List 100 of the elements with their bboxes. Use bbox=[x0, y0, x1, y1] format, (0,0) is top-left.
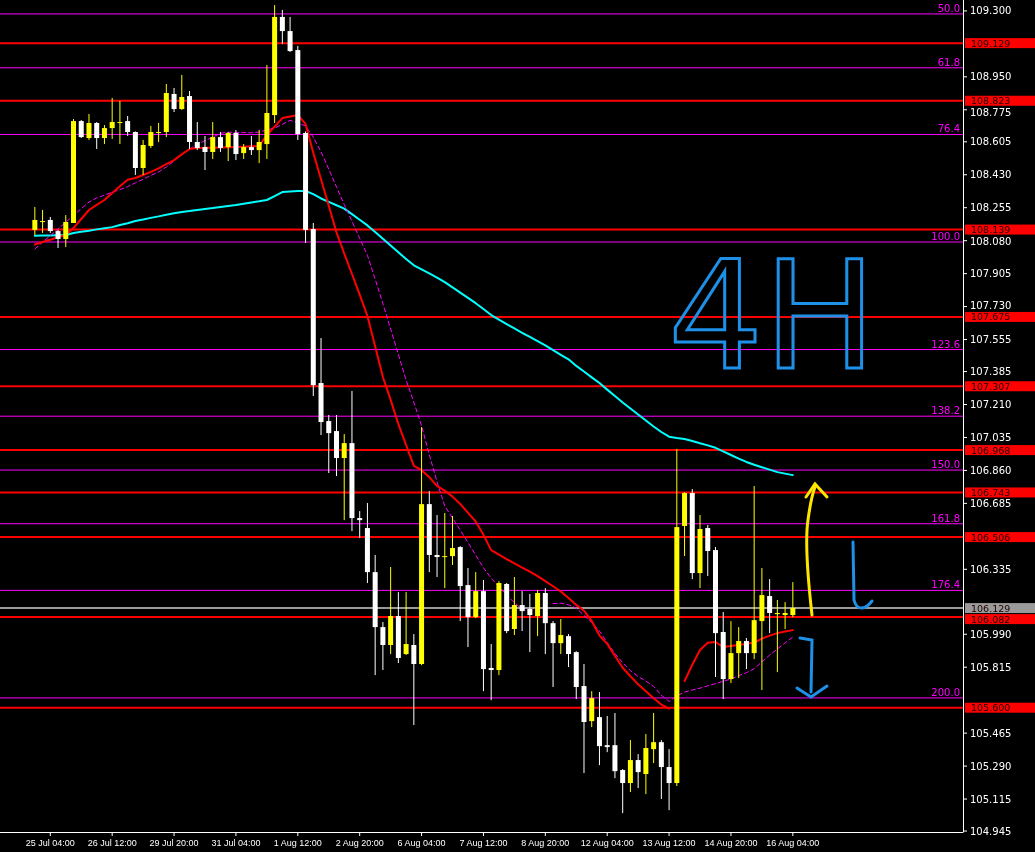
x-tick-label: 13 Aug 12:00 bbox=[642, 838, 696, 848]
y-tick-label: 108.255 bbox=[970, 202, 1012, 214]
ref-line-label: 106.968 bbox=[971, 444, 1011, 456]
candlestick bbox=[78, 119, 84, 139]
y-tick-label: 105.465 bbox=[970, 727, 1012, 739]
annotation: 200.0 bbox=[931, 686, 960, 698]
annotation: 138.2 bbox=[931, 405, 960, 417]
candlestick bbox=[767, 578, 773, 634]
candlestick bbox=[179, 74, 185, 111]
candlestick bbox=[705, 524, 711, 577]
candlestick bbox=[651, 712, 657, 764]
x-tick-label: 7 Aug 12:00 bbox=[459, 838, 508, 848]
candlestick bbox=[666, 748, 672, 811]
candlestick bbox=[627, 739, 633, 793]
x-tick-label: 29 Jul 20:00 bbox=[149, 838, 199, 848]
y-tick-label: 107.385 bbox=[970, 366, 1012, 378]
candlestick bbox=[148, 125, 154, 149]
ref-line-label: 108.139 bbox=[971, 224, 1011, 236]
candlestick bbox=[256, 129, 262, 164]
y-tick-label: 106.685 bbox=[970, 498, 1012, 510]
annotation: 123.6 bbox=[931, 338, 960, 350]
x-tick-label: 1 Aug 12:00 bbox=[273, 838, 322, 848]
ref-line-label: 106.743 bbox=[971, 486, 1011, 498]
x-tick-label: 8 Aug 20:00 bbox=[521, 838, 570, 848]
candlestick bbox=[550, 620, 556, 688]
y-tick-label: 108.605 bbox=[970, 136, 1012, 148]
annotation: 50.0 bbox=[937, 2, 960, 14]
candlestick bbox=[519, 590, 525, 632]
candlestick bbox=[225, 131, 231, 162]
candlestick bbox=[535, 589, 541, 637]
y-tick-label: 107.210 bbox=[970, 399, 1012, 411]
x-tick-label: 12 Aug 04:00 bbox=[580, 838, 634, 848]
y-tick-label: 107.730 bbox=[970, 299, 1012, 311]
candlestick bbox=[109, 97, 115, 140]
y-tick-label: 108.430 bbox=[970, 169, 1012, 181]
candlestick bbox=[63, 214, 69, 248]
y-tick-label: 105.990 bbox=[970, 628, 1012, 640]
candlestick bbox=[558, 618, 564, 655]
candlestick bbox=[248, 135, 254, 156]
y-tick-label: 108.775 bbox=[970, 106, 1012, 118]
x-tick-label: 25 Jul 04:00 bbox=[25, 838, 75, 848]
x-tick-label: 31 Jul 04:00 bbox=[211, 838, 261, 848]
candlestick bbox=[194, 121, 200, 151]
candlestick bbox=[790, 581, 796, 618]
x-tick-label: 14 Aug 20:00 bbox=[704, 838, 758, 848]
y-tick-label: 107.905 bbox=[970, 268, 1012, 280]
ref-line-label: 105.600 bbox=[971, 702, 1011, 714]
y-tick-label: 107.555 bbox=[970, 334, 1012, 346]
candlestick bbox=[743, 637, 749, 670]
candlestick bbox=[233, 129, 239, 161]
y-tick-label: 106.335 bbox=[970, 563, 1012, 575]
ref-line-label: 109.129 bbox=[971, 37, 1011, 49]
candlestick bbox=[357, 510, 363, 539]
candlestick bbox=[782, 601, 788, 630]
candlestick bbox=[125, 115, 131, 137]
y-tick-label: 105.290 bbox=[970, 760, 1012, 772]
candlestick bbox=[86, 113, 92, 141]
candlestick bbox=[403, 591, 409, 656]
y-tick-label: 108.950 bbox=[970, 71, 1012, 83]
y-tick-label: 105.115 bbox=[970, 793, 1012, 805]
candlestick bbox=[94, 121, 100, 150]
candlestick bbox=[488, 643, 494, 701]
ref-line-label: 107.307 bbox=[971, 380, 1011, 392]
candlestick bbox=[434, 514, 440, 578]
annotation: 176.4 bbox=[931, 579, 960, 591]
annotation: 161.8 bbox=[931, 512, 960, 524]
x-tick-label: 6 Aug 04:00 bbox=[397, 838, 446, 848]
candlestick bbox=[736, 626, 742, 679]
candlestick bbox=[140, 139, 146, 176]
ref-line-label: 106.506 bbox=[971, 531, 1011, 543]
candlestick bbox=[604, 715, 610, 753]
candlestick bbox=[527, 593, 533, 653]
x-tick-label: 16 Aug 04:00 bbox=[766, 838, 820, 848]
candlestick bbox=[117, 100, 123, 145]
annotation: 76.4 bbox=[937, 123, 960, 135]
candlestick bbox=[566, 633, 572, 668]
candlestick bbox=[101, 124, 107, 145]
y-tick-label: 107.035 bbox=[970, 431, 1012, 443]
candlestick bbox=[171, 87, 177, 113]
candlestick bbox=[32, 206, 38, 236]
candlestick bbox=[635, 753, 641, 789]
y-tick-label: 105.815 bbox=[970, 661, 1012, 673]
candlestick bbox=[589, 690, 595, 728]
candlestick bbox=[326, 414, 332, 474]
annotation: 100.0 bbox=[931, 230, 960, 242]
candlestick bbox=[380, 621, 386, 671]
ref-line-label: 106.129 bbox=[971, 602, 1011, 614]
candlestick bbox=[411, 633, 417, 726]
candlestick bbox=[40, 209, 46, 234]
ref-line-label: 106.082 bbox=[971, 613, 1011, 625]
candlestick bbox=[442, 512, 448, 589]
candlestick bbox=[210, 121, 216, 160]
candlestick bbox=[341, 433, 347, 521]
y-tick-label: 108.080 bbox=[970, 235, 1012, 247]
ref-line-label: 108.823 bbox=[971, 95, 1011, 107]
candlestick bbox=[202, 135, 208, 171]
annotation: 150.0 bbox=[931, 459, 960, 471]
candlestick bbox=[279, 9, 285, 45]
candlestick bbox=[156, 122, 162, 143]
candlestick bbox=[511, 576, 517, 636]
